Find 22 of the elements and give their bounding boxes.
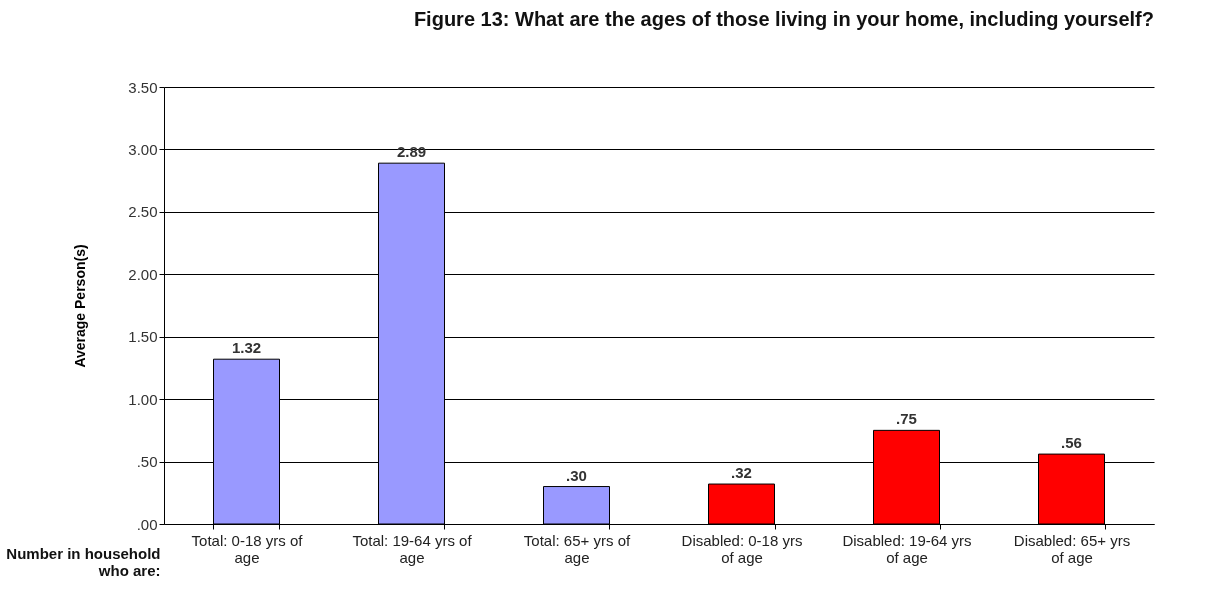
y-tick-label: .00: [136, 515, 158, 533]
x-tick-label: Total: 0-18 yrs of age: [191, 531, 304, 566]
x-tick-label: Total: 19-64 yrs of age: [352, 531, 473, 566]
chart-title: Figure 13: What are the ages of those living in your home, including yourself?: [413, 8, 1154, 30]
x-tick-label: Disabled: 0-18 yrs of age: [681, 531, 803, 566]
x-axis-title: Number in household who are:: [6, 544, 161, 579]
y-tick-label: 2.50: [128, 203, 158, 221]
y-tick-label: 3.50: [128, 78, 158, 96]
data-label: .56: [1061, 434, 1082, 452]
y-tick-label: 2.00: [128, 265, 158, 283]
y-tick-label: 1.00: [128, 390, 158, 408]
y-tick-label: 1.50: [128, 328, 158, 346]
data-label: 1.32: [231, 339, 262, 357]
y-axis-title: Average Person(s): [72, 244, 89, 368]
data-label: .30: [566, 466, 587, 484]
x-tick-label: Disabled: 19-64 yrs of age: [842, 531, 972, 566]
y-tick-label: 3.00: [128, 140, 158, 158]
y-tick-label: .50: [136, 453, 158, 471]
x-tick-label: Disabled: 65+ yrs of age: [1013, 531, 1131, 566]
data-label: .75: [896, 410, 917, 428]
x-tick-label: Total: 65+ yrs of age: [523, 531, 631, 566]
data-label: .32: [731, 464, 752, 482]
